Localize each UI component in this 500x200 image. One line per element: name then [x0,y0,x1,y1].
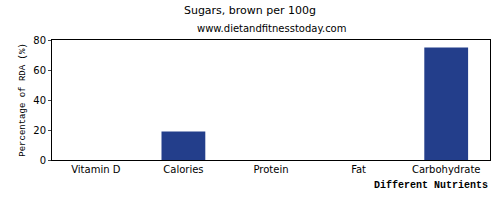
svg-text:Carbohydrate: Carbohydrate [412,164,481,175]
svg-text:0: 0 [40,155,46,166]
svg-text:Sugars, brown per 100g: Sugars, brown per 100g [184,4,316,17]
svg-text:60: 60 [33,65,46,76]
svg-text:Calories: Calories [163,164,203,175]
svg-text:20: 20 [33,125,46,136]
svg-text:80: 80 [33,35,46,46]
svg-text:Percentage of RDA (%): Percentage of RDA (%) [18,43,28,156]
svg-text:Protein: Protein [253,164,288,175]
svg-text:Vitamin D: Vitamin D [71,164,120,175]
svg-text:Fat: Fat [351,164,366,175]
svg-text:40: 40 [33,95,46,106]
svg-text:Different Nutrients: Different Nutrients [374,180,488,191]
svg-text:www.dietandfitnesstoday.com: www.dietandfitnesstoday.com [197,23,346,34]
